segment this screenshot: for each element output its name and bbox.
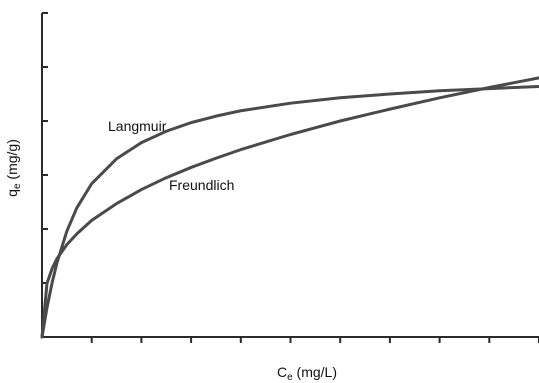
y-axis-label: qe (mg/g) bbox=[4, 139, 23, 197]
y-axis-label-rest: (mg/g) bbox=[4, 139, 20, 183]
x-ticks bbox=[90, 337, 539, 343]
y-axis-label-main: q bbox=[4, 189, 20, 197]
x-axis-label-rest: (mg/L) bbox=[293, 364, 337, 380]
langmuir-annotation: Langmuir bbox=[108, 118, 167, 134]
y-axis-label-sub: e bbox=[12, 183, 23, 189]
series-group bbox=[40, 76, 539, 339]
axes bbox=[41, 12, 539, 343]
annotations: Langmuir Freundlich bbox=[108, 118, 234, 193]
x-axis-label-sub: e bbox=[287, 372, 293, 383]
freundlich-curve bbox=[40, 76, 539, 339]
x-axis-label-main: C bbox=[277, 364, 287, 380]
x-axis-label: Ce (mg/L) bbox=[277, 364, 337, 383]
langmuir-curve bbox=[40, 84, 539, 339]
freundlich-annotation: Freundlich bbox=[169, 177, 234, 193]
